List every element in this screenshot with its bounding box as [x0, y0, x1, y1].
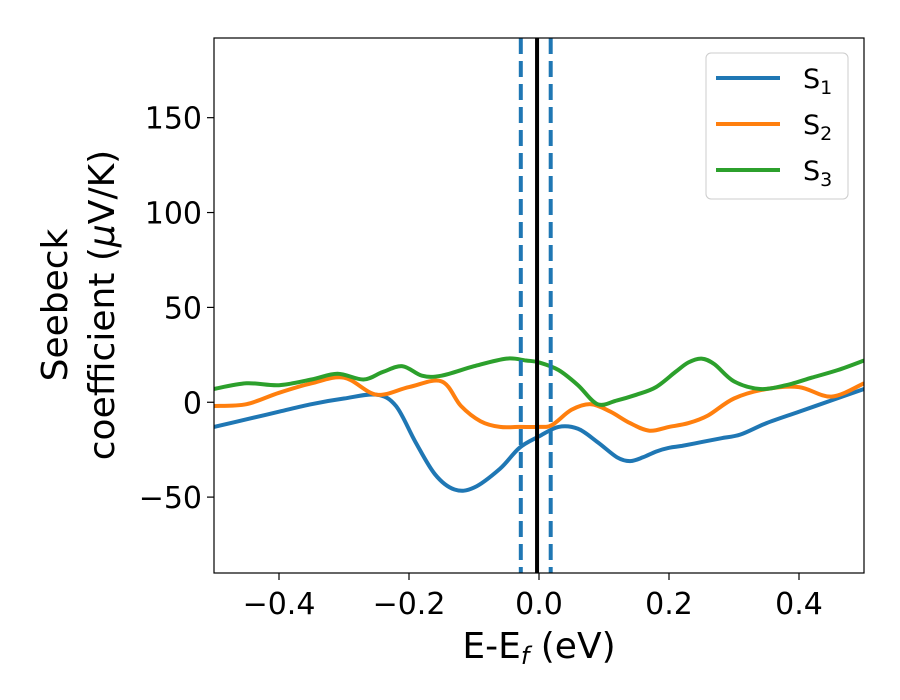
x-axis: −0.4 −0.2 0.0 0.2 0.4 — [243, 573, 823, 622]
y-axis-label-line1: Seebeck — [35, 228, 76, 381]
legend-label-s2: S2 — [803, 110, 832, 145]
legend: S1 S2 S3 — [705, 52, 849, 200]
x-tick-label: 0.2 — [645, 587, 693, 622]
x-axis-label: E-Ef (eV) — [462, 626, 615, 670]
series-line-s2 — [214, 375, 864, 433]
x-tick-label: −0.4 — [243, 587, 316, 622]
x-tick-label: −0.2 — [373, 587, 446, 622]
x-tick-label: 0.4 — [775, 587, 823, 622]
y-tick-label: 0 — [183, 386, 202, 421]
legend-label-s1: S1 — [803, 64, 832, 99]
y-axis: −50 0 50 100 150 — [139, 102, 214, 516]
x-tick-label: 0.0 — [515, 587, 563, 622]
plot-area — [214, 38, 864, 573]
y-tick-label: −50 — [139, 481, 202, 516]
y-tick-label: 150 — [145, 102, 202, 137]
y-axis-label-line2: coefficient (μV/K) — [82, 150, 123, 460]
legend-label-s3: S3 — [803, 156, 832, 191]
series-line-s3 — [214, 356, 864, 407]
y-tick-label: 100 — [145, 197, 202, 232]
y-tick-label: 50 — [164, 291, 202, 326]
